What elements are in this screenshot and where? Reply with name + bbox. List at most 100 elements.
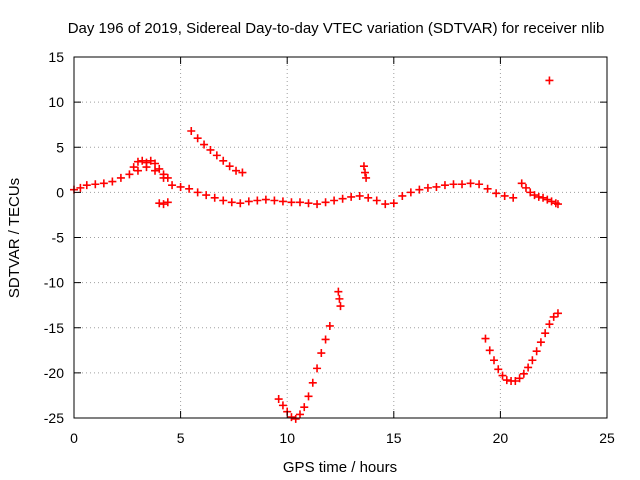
data-point <box>193 188 202 197</box>
series-group <box>187 127 247 177</box>
data-point <box>415 185 424 194</box>
x-tick-label: 10 <box>279 430 295 446</box>
y-tick-label: 0 <box>56 184 64 200</box>
data-point <box>530 191 539 200</box>
data-point <box>362 173 371 182</box>
data-point <box>202 191 211 200</box>
data-point <box>485 346 494 355</box>
data-point <box>432 182 441 191</box>
data-point <box>82 181 91 190</box>
data-point <box>159 200 168 209</box>
data-point <box>304 392 313 401</box>
data-point <box>528 356 537 365</box>
y-tick-label: 15 <box>48 49 64 65</box>
data-point <box>372 196 381 205</box>
data-point <box>232 166 241 175</box>
data-point <box>511 376 520 385</box>
data-point <box>547 197 556 206</box>
data-point <box>176 182 185 191</box>
series-group <box>481 309 562 385</box>
data-point <box>500 191 509 200</box>
data-point <box>526 188 535 197</box>
data-point <box>398 191 407 200</box>
data-point <box>287 413 296 422</box>
data-point <box>549 312 558 321</box>
data-point <box>155 199 164 208</box>
data-point <box>524 363 533 372</box>
data-point <box>338 194 347 203</box>
y-tick-label: -25 <box>44 410 64 426</box>
data-point <box>159 170 168 179</box>
data-point <box>325 321 334 330</box>
data-point <box>481 334 490 343</box>
data-point <box>253 196 262 205</box>
data-point <box>295 198 304 207</box>
data-point <box>219 196 228 205</box>
data-point <box>133 157 142 166</box>
data-point <box>133 166 142 175</box>
data-point <box>361 168 370 177</box>
y-tick-label: 5 <box>56 139 64 155</box>
data-point <box>91 180 100 189</box>
data-point <box>553 309 562 318</box>
data-point <box>355 191 364 200</box>
data-point <box>270 196 279 205</box>
data-point <box>492 189 501 198</box>
data-point <box>536 338 545 347</box>
data-point <box>187 127 196 136</box>
plot-frame <box>73 56 608 419</box>
data-point <box>359 162 368 171</box>
data-point <box>519 369 528 378</box>
axis-ticks: 0 5 10 15 20 25 15 10 5 0 -5 -10 -15 -20 -25 <box>44 49 615 446</box>
data-point <box>532 347 541 356</box>
data-point <box>498 371 507 380</box>
y-tick-label: 10 <box>48 94 64 110</box>
series-group <box>70 163 518 209</box>
series-group <box>274 321 334 423</box>
data-point <box>146 156 155 165</box>
data-point <box>304 199 313 208</box>
data-point <box>336 302 345 311</box>
y-tick-label: -20 <box>44 365 64 381</box>
data-point <box>129 163 138 172</box>
data-point <box>502 376 511 385</box>
data-point <box>313 200 322 209</box>
data-point <box>244 197 253 206</box>
data-point <box>321 198 330 207</box>
y-tick-label: -10 <box>44 275 64 291</box>
data-point <box>125 170 134 179</box>
data-point <box>321 335 330 344</box>
data-point <box>168 181 177 190</box>
series-group <box>359 162 371 182</box>
data-point <box>116 173 125 182</box>
data-point <box>138 156 147 165</box>
data-point <box>300 403 309 412</box>
data-point <box>364 193 373 202</box>
data-point <box>347 192 356 201</box>
data-point <box>334 287 343 296</box>
data-point <box>238 168 247 177</box>
series-group <box>334 287 345 311</box>
data-point <box>317 349 326 358</box>
data-point <box>545 76 554 85</box>
data-point <box>490 356 499 365</box>
data-point <box>541 329 550 338</box>
data-point <box>261 195 270 204</box>
data-point <box>515 374 524 383</box>
x-tick-label: 20 <box>493 430 509 446</box>
x-tick-label: 15 <box>386 430 402 446</box>
data-point <box>151 166 160 175</box>
data-point <box>517 179 526 188</box>
data-point <box>466 179 475 188</box>
series-group <box>129 156 172 182</box>
data-point <box>163 173 172 182</box>
data-point <box>458 180 467 189</box>
data-point <box>449 180 458 189</box>
data-point <box>543 195 552 204</box>
data-point <box>295 410 304 419</box>
data-point <box>440 181 449 190</box>
data-point <box>155 164 164 173</box>
data-point <box>406 188 415 197</box>
data-point <box>151 159 160 168</box>
